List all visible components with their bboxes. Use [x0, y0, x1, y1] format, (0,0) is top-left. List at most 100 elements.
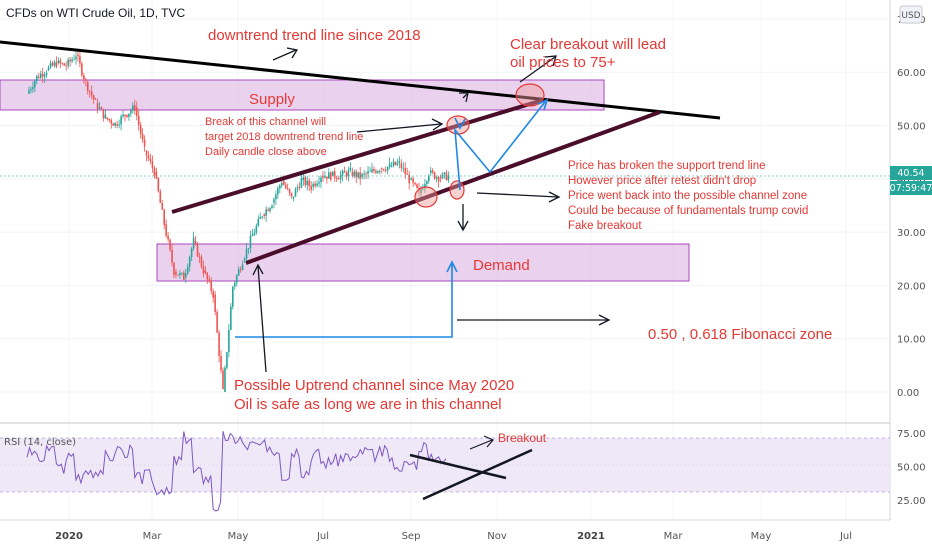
candle-body: [55, 62, 58, 67]
candle-body: [232, 286, 234, 307]
candle-body: [245, 248, 248, 259]
candle-body: [433, 172, 436, 179]
candle-body: [439, 177, 442, 179]
candle-body: [36, 75, 38, 82]
candle-body: [296, 187, 299, 190]
last-price-value: 40.54: [897, 168, 924, 179]
candle-body: [116, 123, 118, 126]
candle-body: [135, 107, 138, 117]
candle-body: [422, 188, 424, 190]
candle-body: [324, 176, 326, 178]
candle-body: [53, 62, 56, 66]
candle-body: [359, 172, 361, 179]
candle-body: [57, 60, 60, 64]
candle-body: [265, 209, 267, 216]
main-pane[interactable]: [0, 0, 890, 423]
candle-body: [361, 174, 363, 178]
candle-body: [304, 177, 307, 185]
candle-body: [173, 262, 175, 276]
time-tick-label: 2021: [577, 531, 605, 542]
candle-body: [194, 241, 197, 244]
candle-body: [259, 217, 262, 219]
candle-body: [435, 177, 438, 179]
candle-body: [388, 163, 391, 167]
candle-body: [200, 256, 203, 267]
candle-body: [384, 170, 387, 172]
candle-body: [43, 74, 46, 77]
candle-body: [137, 116, 140, 126]
breakout-note-1: Clear breakout will lead: [510, 36, 666, 53]
candle-body: [398, 160, 401, 163]
candle-body: [90, 91, 93, 96]
rsi-tick-label: 75.00: [897, 429, 926, 440]
candle-body: [447, 175, 450, 181]
candle-body: [347, 170, 350, 177]
candle-body: [326, 176, 328, 179]
price-tick-label: 50.00: [897, 122, 926, 133]
candle-body: [210, 280, 213, 292]
candle-body: [443, 172, 446, 174]
candle-body: [106, 117, 109, 119]
candle-body: [157, 178, 160, 192]
candle-body: [153, 168, 156, 176]
candle-body: [302, 177, 305, 180]
candle-body: [267, 209, 269, 211]
candle-body: [83, 75, 85, 80]
candle-body: [357, 172, 360, 178]
candle-body: [292, 196, 295, 199]
candle-body: [284, 184, 287, 188]
candle-body: [216, 311, 218, 333]
candle-body: [190, 248, 193, 257]
candle-body: [424, 184, 426, 189]
currency-button[interactable]: [899, 5, 923, 24]
time-axis[interactable]: 2020 Mar May Jul Sep Nov 2021 Mar May Jul: [55, 531, 852, 542]
candle-body: [277, 188, 279, 195]
candle-body: [202, 266, 205, 274]
candle-body: [37, 76, 40, 78]
candle-body: [314, 183, 316, 186]
candle-body: [380, 168, 383, 170]
candle-body: [198, 256, 201, 258]
breakout-note-2: oil prices to 75+: [510, 54, 616, 71]
candle-body: [286, 187, 289, 190]
candle-body: [139, 125, 142, 135]
candle-body: [375, 170, 377, 173]
candle-body: [414, 182, 416, 185]
channel-note-1: Break of this channel will: [205, 116, 326, 128]
candle-body: [316, 183, 318, 186]
candle-body: [183, 272, 185, 280]
candle-body: [212, 291, 214, 298]
candle-body: [416, 184, 418, 188]
candle-body: [330, 172, 332, 180]
price-tick-label: 60.00: [897, 68, 926, 79]
candle-body: [79, 56, 81, 64]
candle-body: [263, 214, 265, 216]
uptrend-note-1: Possible Uptrend channel since May 2020: [234, 377, 514, 394]
candle-body: [204, 270, 207, 273]
candle-body: [192, 237, 195, 249]
candle-body: [63, 63, 66, 66]
candle-body: [220, 356, 222, 371]
candle-body: [402, 167, 405, 169]
price-tick-label: 0.00: [897, 388, 919, 399]
candle-body: [96, 103, 99, 109]
candle-body: [167, 235, 169, 240]
candle-body: [49, 63, 52, 68]
candle-body: [396, 162, 399, 165]
candle-body: [65, 65, 67, 67]
last-price-badge: [890, 166, 932, 180]
price-tick-label: 20.00: [897, 281, 926, 292]
candle-body: [377, 171, 379, 173]
time-tick-label: Mar: [664, 531, 684, 542]
rsi-axis[interactable]: 25.00 50.00 75.00: [897, 429, 926, 507]
candle-body: [186, 266, 189, 274]
candle-body: [300, 178, 303, 188]
candle-body: [181, 272, 183, 274]
candle-body: [351, 171, 354, 176]
candle-body: [243, 258, 246, 261]
candle-body: [282, 180, 285, 185]
candle-body: [155, 171, 158, 179]
uptrend-note-2: Oil is safe as long we are in this chann…: [234, 396, 502, 413]
